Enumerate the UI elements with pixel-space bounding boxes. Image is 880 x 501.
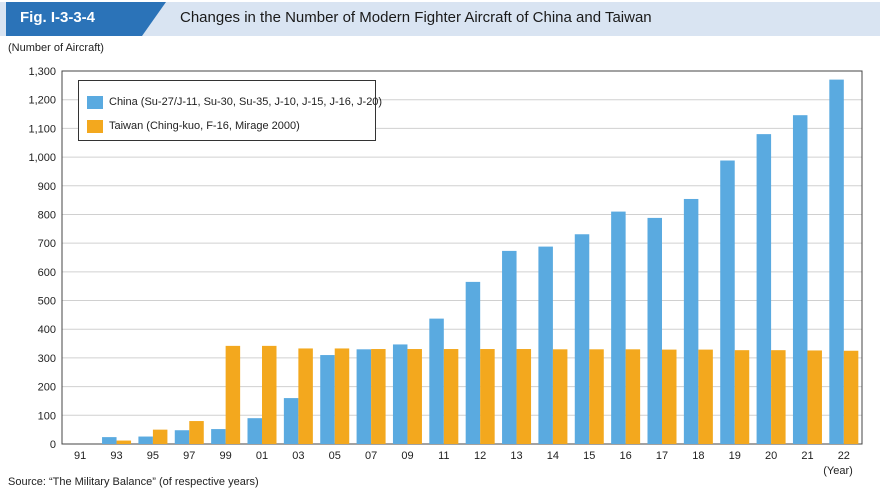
x-axis-unit-label: (Year) — [823, 465, 853, 477]
x-tick-label: 93 — [110, 450, 122, 462]
legend-swatch-taiwan — [87, 119, 103, 133]
x-tick-label: 07 — [365, 450, 377, 462]
y-tick-label: 400 — [38, 324, 56, 336]
x-tick-label: 20 — [765, 450, 777, 462]
legend-swatch-china — [87, 95, 103, 109]
legend-label-china: China (Su-27/J-11, Su-30, Su-35, J-10, J… — [109, 96, 383, 108]
bar-taiwan — [734, 350, 750, 444]
legend-label-taiwan: Taiwan (Ching-kuo, F-16, Mirage 2000) — [109, 120, 300, 132]
x-tick-label: 03 — [292, 450, 304, 462]
x-tick-label: 01 — [256, 450, 268, 462]
bar-taiwan — [116, 440, 132, 444]
bar-china — [211, 429, 226, 444]
bar-china — [174, 430, 190, 444]
bar-taiwan — [771, 350, 786, 444]
figure-number-tab — [6, 2, 166, 36]
x-tick-label: 13 — [510, 450, 522, 462]
x-tick-label: 05 — [329, 450, 341, 462]
figure-title: Changes in the Number of Modern Fighter … — [180, 9, 652, 26]
x-tick-label: 17 — [656, 450, 668, 462]
x-tick-label: 91 — [74, 450, 86, 462]
bar-taiwan — [152, 429, 168, 444]
y-tick-label: 1,000 — [28, 152, 56, 164]
y-tick-label: 100 — [38, 410, 56, 422]
bar-taiwan — [225, 345, 241, 444]
y-tick-label: 1,100 — [28, 123, 56, 135]
x-tick-label: 12 — [474, 450, 486, 462]
legend-item-china: China (Su-27/J-11, Su-30, Su-35, J-10, J… — [87, 94, 382, 110]
bar-china — [320, 355, 335, 444]
y-tick-label: 500 — [38, 296, 56, 308]
bar-china — [102, 437, 117, 444]
bar-taiwan — [443, 349, 459, 444]
bar-taiwan — [334, 348, 350, 444]
y-tick-label: 300 — [38, 353, 56, 365]
bar-china — [247, 418, 262, 444]
x-tick-label: 22 — [838, 450, 850, 462]
x-tick-label: 99 — [220, 450, 232, 462]
bar-china — [392, 344, 408, 444]
source-note: Source: “The Military Balance” (of respe… — [8, 476, 259, 488]
y-tick-label: 900 — [38, 181, 56, 193]
x-tick-label: 97 — [183, 450, 195, 462]
x-tick-label: 15 — [583, 450, 595, 462]
bar-china — [574, 234, 590, 444]
x-tick-label: 16 — [620, 450, 632, 462]
bar-china — [538, 246, 553, 444]
y-tick-label: 1,200 — [28, 95, 56, 107]
bar-taiwan — [371, 349, 386, 444]
y-tick-label: 600 — [38, 267, 56, 279]
bar-china — [138, 436, 153, 444]
figure-number: Fig. I-3-3-4 — [20, 9, 96, 26]
bar-china — [829, 79, 844, 444]
bar-taiwan — [480, 349, 495, 444]
bar-taiwan — [589, 349, 604, 444]
bar-china — [683, 198, 699, 444]
bar-china — [283, 398, 299, 444]
y-tick-label: 0 — [50, 439, 56, 451]
bar-china — [502, 250, 517, 444]
bar-taiwan — [552, 349, 568, 444]
bar-china — [429, 318, 444, 444]
plot-frame — [61, 70, 863, 445]
x-tick-label: 21 — [801, 450, 813, 462]
bar-taiwan — [189, 421, 204, 444]
bar-china — [792, 115, 808, 444]
bar-china — [720, 160, 735, 444]
bar-china — [756, 134, 772, 444]
y-tick-label: 700 — [38, 238, 56, 250]
bar-taiwan — [807, 350, 822, 444]
bar-china — [356, 349, 372, 444]
bar-taiwan — [662, 349, 677, 444]
y-tick-label: 200 — [38, 382, 56, 394]
bar-taiwan — [298, 348, 313, 444]
bar-taiwan — [407, 349, 422, 444]
chart-legend: China (Su-27/J-11, Su-30, Su-35, J-10, J… — [78, 80, 382, 141]
x-tick-label: 14 — [547, 450, 559, 462]
y-tick-label: 800 — [38, 209, 56, 221]
x-tick-label: 95 — [147, 450, 159, 462]
bar-taiwan — [843, 350, 859, 444]
legend-item-taiwan: Taiwan (Ching-kuo, F-16, Mirage 2000) — [87, 118, 300, 134]
y-tick-label: 1,300 — [28, 66, 56, 78]
bar-china — [611, 211, 626, 444]
x-tick-label: 18 — [692, 450, 704, 462]
bar-taiwan — [625, 349, 641, 444]
bar-taiwan — [516, 349, 532, 444]
bar-taiwan — [698, 349, 713, 444]
x-tick-label: 11 — [438, 450, 449, 462]
x-tick-label: 19 — [729, 450, 741, 462]
y-axis-unit-label: (Number of Aircraft) — [8, 42, 104, 54]
x-tick-label: 09 — [401, 450, 413, 462]
bar-china — [465, 281, 481, 444]
bar-taiwan — [262, 345, 277, 444]
bar-china — [647, 217, 662, 444]
